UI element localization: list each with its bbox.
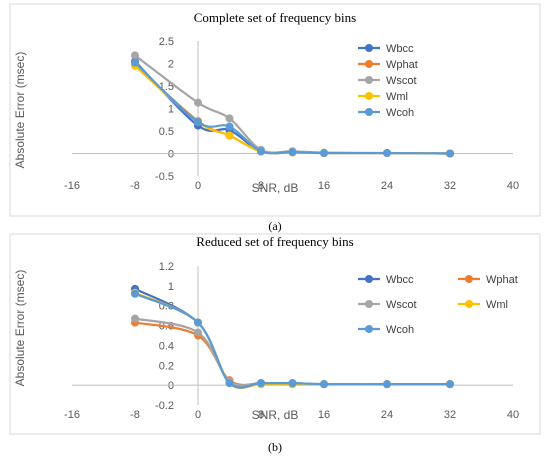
legend-swatch-marker: [365, 92, 373, 100]
x-tick-label: 40: [507, 409, 519, 421]
data-point-wcoh: [288, 148, 297, 157]
x-tick-label: 0: [195, 180, 201, 192]
y-tick-label: 1: [168, 281, 174, 293]
legend-entry-wbcc: Wbcc: [386, 274, 414, 286]
y-tick-label: 0.4: [159, 340, 174, 352]
y-tick-label: -0.2: [155, 400, 174, 412]
data-point-wcoh: [446, 380, 454, 389]
x-tick-label: -8: [130, 409, 140, 421]
data-point-wcoh: [131, 58, 139, 67]
legend-swatch-marker: [365, 275, 373, 283]
y-axis-label-b: Absolute Error (msec): [13, 270, 27, 387]
data-point-wcoh: [225, 122, 234, 131]
legend-swatch-marker: [365, 325, 373, 333]
legend-swatch-marker: [365, 108, 373, 116]
series-lines-a: [131, 51, 454, 158]
x-tick-label: 16: [318, 409, 330, 421]
x-tick-label: 16: [318, 180, 330, 192]
legend-swatch-marker: [365, 76, 373, 84]
data-point-wcoh: [257, 147, 265, 156]
data-point-wcoh: [194, 118, 202, 126]
data-point-wml: [225, 131, 234, 140]
data-point-wcoh: [383, 149, 391, 158]
legend-b: Wbcc Wphat Wscot Wml Wcoh: [358, 274, 518, 336]
data-point-wscot: [131, 51, 139, 60]
legend-swatch-marker: [465, 300, 473, 308]
legend-swatch-marker: [365, 44, 373, 52]
data-point-wscot: [194, 328, 202, 337]
chart-panel-b: Reduced set of frequency bins Absolute E…: [9, 233, 541, 435]
legend-entry-wml: Wml: [486, 299, 508, 311]
y-tick-label: 1: [168, 104, 174, 116]
x-tick-label: 8: [258, 180, 264, 192]
data-point-wcoh: [225, 379, 234, 388]
caption-a: (a): [268, 219, 281, 233]
y-tick-label: -0.5: [155, 171, 174, 183]
x-tick-label: 8: [258, 409, 264, 421]
legend-a: Wbcc Wphat Wscot Wml Wcoh: [358, 43, 418, 119]
legend-entry-wphat: Wphat: [386, 59, 418, 71]
x-axis-label-a: SNR, dB: [252, 181, 299, 195]
x-axis-label-b: SNR, dB: [252, 408, 299, 422]
data-point-wcoh: [320, 149, 328, 158]
data-point-wscot: [225, 114, 234, 123]
legend-entry-wml: Wml: [386, 91, 408, 103]
y-tick-label: 0: [168, 380, 174, 392]
caption-b: (b): [268, 440, 282, 454]
y-tick-label: 2.5: [159, 36, 174, 48]
chart-frame-b: [9, 233, 541, 435]
chart-title-a: Complete set of frequency bins: [194, 10, 356, 25]
y-axis-label-a: Absolute Error (msec): [13, 52, 27, 169]
data-point-wcoh: [383, 380, 391, 389]
x-tick-label: 0: [195, 409, 201, 421]
y-tick-label: 0.2: [159, 360, 174, 372]
x-tick-label: -8: [130, 180, 140, 192]
y-tick-label: 1.2: [159, 261, 174, 273]
data-point-wcoh: [288, 379, 297, 388]
data-point-wscot: [194, 98, 202, 107]
legend-entry-wscot: Wscot: [386, 299, 417, 311]
chart-panel-a: Complete set of frequency bins Absolute …: [9, 3, 541, 217]
legend-entry-wcoh: Wcoh: [386, 324, 414, 336]
data-point-wcoh: [257, 379, 265, 388]
legend-swatch-marker: [365, 60, 373, 68]
y-tick-label: 0.5: [159, 126, 174, 138]
data-point-wscot: [131, 314, 139, 323]
x-tick-label: -16: [64, 409, 80, 421]
x-tick-label: 32: [444, 180, 456, 192]
x-tick-label: 24: [381, 409, 393, 421]
data-point-wcoh: [131, 289, 139, 298]
legend-entry-wbcc: Wbcc: [386, 43, 414, 55]
data-point-wcoh: [194, 318, 202, 327]
x-tick-label: 40: [507, 180, 519, 192]
x-tick-label: 32: [444, 409, 456, 421]
data-point-wcoh: [446, 149, 454, 158]
legend-entry-wcoh: Wcoh: [386, 107, 414, 119]
x-tick-label: 24: [381, 180, 393, 192]
tick-labels-a: -16 -8 0 8 16 24 32 40-0.500.511.522.5: [64, 36, 519, 192]
series-lines-b: [131, 284, 454, 390]
legend-swatch-marker: [465, 275, 473, 283]
tick-labels-b: -16 -8 0 8 16 24 32 40-0.200.20.40.60.811.2: [64, 261, 519, 421]
x-tick-label: -16: [64, 180, 80, 192]
chart-frame-a: [9, 3, 541, 217]
legend-entry-wphat: Wphat: [486, 274, 518, 286]
y-tick-label: 2: [168, 59, 174, 71]
data-point-wcoh: [320, 380, 328, 389]
chart-title-b: Reduced set of frequency bins: [196, 234, 353, 249]
legend-entry-wscot: Wscot: [386, 75, 417, 87]
y-tick-label: 0: [168, 149, 174, 161]
legend-swatch-marker: [365, 300, 373, 308]
